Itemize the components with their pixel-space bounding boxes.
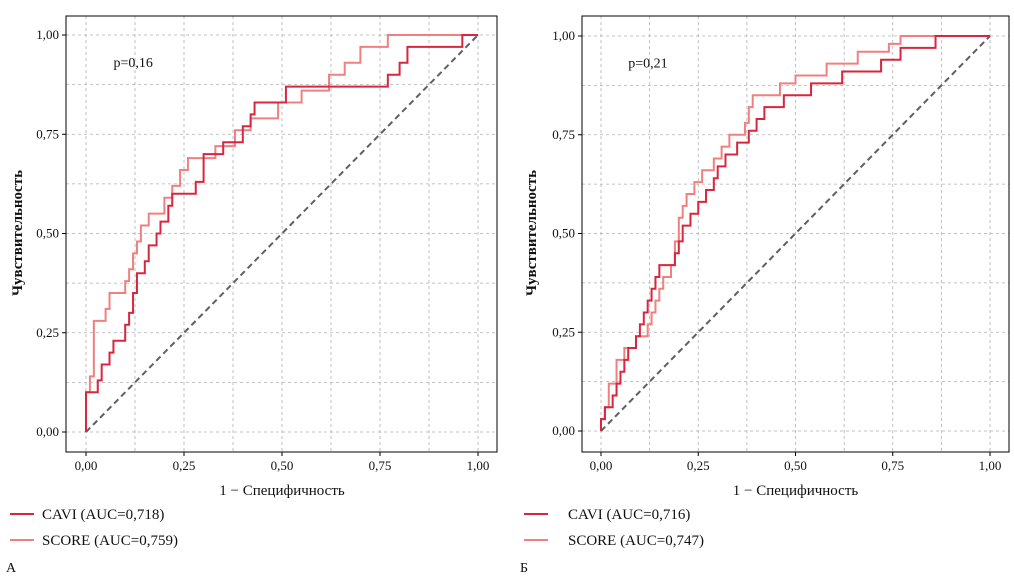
- panel-b: 0,00 0,25 0,50 0,75 1,00 0,00 0,25 0,50 0,75 1,00…: [520, 15, 1010, 576]
- y-tick-label: 1,00: [36, 27, 59, 42]
- y-tick-label: 0,50: [36, 226, 59, 241]
- x-tick-label: 0,50: [784, 458, 807, 473]
- roc-curve-cavi: [600, 35, 990, 431]
- p-value-annotation: p=0,16: [113, 56, 152, 71]
- y-axis-title: Чувствительность: [10, 170, 26, 296]
- panel-letter: Б: [520, 561, 528, 576]
- y-axis-title: Чувствительность: [524, 170, 540, 296]
- y-tick-label: 0,75: [36, 126, 59, 141]
- x-tick-label: 1,00: [467, 458, 490, 473]
- x-axis-title: 1 − Специфичность: [219, 483, 345, 499]
- y-tick-label: 1,00: [552, 28, 575, 43]
- panel-a: 0,00 0,25 0,50 0,75 1,00 0,00 0,25 0,50 0,75 1,00…: [6, 15, 498, 576]
- y-tick-label: 0,25: [552, 324, 575, 339]
- y-tick-label: 0,50: [552, 226, 575, 241]
- p-value-annotation: p=0,21: [628, 57, 667, 72]
- x-tick-label: 0,75: [881, 458, 904, 473]
- y-tick-label: 0,75: [552, 127, 575, 142]
- y-tick-label: 0,00: [36, 424, 59, 439]
- reference-diagonal-line: [600, 35, 991, 432]
- legend-label: CAVI (AUC=0,716): [568, 507, 690, 523]
- x-tick-label: 0,00: [590, 458, 613, 473]
- x-tick-label: 0,25: [687, 458, 710, 473]
- x-axis-title: 1 − Специфичность: [733, 483, 859, 499]
- x-tick-label: 0,25: [173, 458, 196, 473]
- x-tick-label: 0,50: [271, 458, 294, 473]
- legend-label: CAVI (AUC=0,718): [42, 507, 164, 523]
- legend-label: SCORE (AUC=0,747): [568, 533, 704, 549]
- roc-curve-cavi: [85, 34, 478, 432]
- panel-letter: А: [6, 561, 17, 576]
- y-tick-label: 0,25: [36, 325, 59, 340]
- reference-diagonal-line: [85, 34, 479, 433]
- x-tick-label: 0,00: [75, 458, 98, 473]
- x-tick-label: 1,00: [979, 458, 1002, 473]
- x-tick-label: 0,75: [369, 458, 392, 473]
- legend-label: SCORE (AUC=0,759): [42, 533, 178, 549]
- y-tick-label: 0,00: [552, 423, 575, 438]
